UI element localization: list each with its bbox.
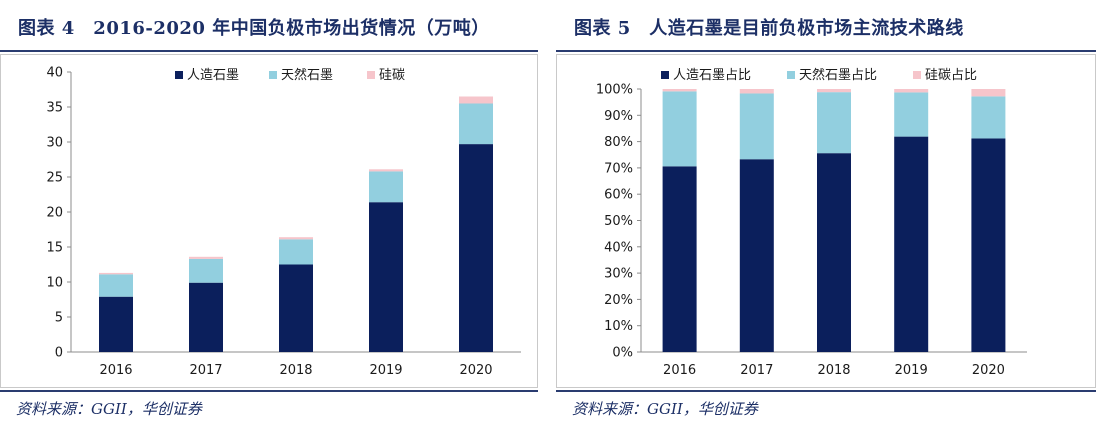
right-bar-2018-series-2	[817, 89, 851, 93]
left-bar-2018-series-0	[279, 264, 313, 352]
right-legend-swatch-0	[661, 71, 669, 79]
right-bar-2018-series-1	[817, 92, 851, 154]
figure-4-frame: 0 5 10 15 20 25 30 35 40 2016 2017 2018 2019 2020 人造石墨…	[0, 54, 538, 388]
left-legend-swatch-0	[175, 71, 183, 79]
right-bar-2016-series-1	[662, 91, 697, 167]
right-legend-swatch-2	[913, 71, 921, 79]
right-legend-swatch-1	[787, 71, 795, 79]
shipment-chart: 0 5 10 15 20 25 30 35 40 2016 2017 2018 2019 2020 人造石墨…	[46, 66, 521, 378]
right-bar-2017-series-0	[739, 159, 774, 352]
left-y-tick-label: 25	[46, 171, 63, 186]
right-bar-2020-series-2	[971, 89, 1006, 97]
right-y-tick-label: 50%	[604, 214, 633, 229]
right-bar-2019-series-1	[894, 92, 929, 137]
right-bar-2017-series-1	[739, 93, 774, 160]
right-y-tick-label: 80%	[604, 135, 633, 150]
left-legend-swatch-1	[269, 71, 277, 79]
left-bar-2020-series-0	[459, 144, 493, 352]
left-bar-2018-series-2	[279, 237, 313, 240]
figure-5-source: 资料来源：GGII，华创证券	[572, 400, 758, 418]
left-bar-2017-series-0	[189, 282, 223, 352]
right-y-tick-label: 60%	[604, 188, 633, 203]
left-y-tick-label: 10	[46, 276, 63, 291]
figure-5-title: 图表 5 人造石墨是目前负极市场主流技术路线	[574, 18, 964, 39]
left-y-tick-label: 15	[46, 241, 63, 256]
left-bar-2020-series-1	[459, 103, 493, 145]
left-bar-2016-series-0	[99, 296, 133, 352]
left-x-tick-label: 2020	[459, 363, 492, 378]
right-x-tick-label: 2016	[663, 363, 696, 378]
right-y-tick-label: 70%	[604, 161, 633, 176]
left-x-tick-label: 2019	[369, 363, 402, 378]
right-y-tick-label: 10%	[604, 319, 633, 334]
left-y-tick-label: 20	[46, 206, 63, 221]
left-legend-swatch-2	[367, 71, 375, 79]
right-bar-2018-series-0	[817, 153, 851, 352]
right-bar-2019-series-2	[894, 89, 929, 93]
right-y-tick-label: 30%	[604, 267, 633, 282]
figure-4-source: 资料来源：GGII，华创证券	[16, 400, 202, 418]
left-x-tick-label: 2018	[279, 363, 312, 378]
left-bar-2019-series-1	[369, 171, 403, 203]
right-x-tick-label: 2018	[817, 363, 850, 378]
figure-5-title-rule	[556, 50, 1096, 52]
left-bar-2016-series-2	[99, 272, 133, 275]
right-x-tick-label: 2017	[740, 363, 773, 378]
left-y-tick-label: 0	[55, 346, 63, 361]
right-bar-2020-series-1	[971, 96, 1006, 139]
left-y-tick-label: 5	[55, 311, 63, 326]
left-bar-2018-series-1	[279, 239, 313, 265]
left-legend-label-0: 人造石墨	[187, 68, 239, 83]
right-y-tick-label: 100%	[596, 83, 633, 98]
right-y-tick-label: 20%	[604, 293, 633, 308]
right-y-tick-label: 90%	[604, 109, 633, 124]
figure-5-bottom-rule	[556, 390, 1096, 392]
left-legend-label-2: 硅碳	[379, 68, 405, 83]
right-bar-2017-series-2	[739, 89, 774, 94]
right-bar-2016-series-0	[662, 166, 697, 352]
left-bar-2019-series-0	[369, 202, 403, 352]
left-x-tick-label: 2016	[99, 363, 132, 378]
right-bar-2020-series-0	[971, 138, 1006, 352]
left-y-tick-label: 30	[46, 136, 63, 151]
right-legend-label-2: 硅碳占比	[925, 68, 977, 83]
right-bar-2016-series-2	[662, 89, 697, 92]
right-x-tick-label: 2019	[895, 363, 928, 378]
left-y-tick-label: 35	[46, 101, 63, 116]
figure-5-frame: 0% 10% 20% 30% 40% 50% 60% 70% 80% 90% 100% 2016 201…	[556, 54, 1096, 388]
right-bar-2019-series-0	[894, 136, 929, 352]
right-y-tick-label: 40%	[604, 240, 633, 255]
figure-4-title: 图表 4 2016-2020 年中国负极市场出货情况（万吨）	[18, 18, 490, 39]
left-bar-2020-series-2	[459, 96, 493, 104]
right-y-tick-label: 0%	[612, 346, 633, 361]
left-bar-2019-series-2	[369, 169, 403, 172]
left-legend-label-1: 天然石墨	[281, 67, 333, 83]
figure-4-title-rule	[0, 50, 538, 52]
left-bar-2017-series-1	[189, 258, 223, 283]
left-bar-2016-series-1	[99, 274, 133, 297]
share-chart: 0% 10% 20% 30% 40% 50% 60% 70% 80% 90% 100% 2016 201…	[596, 67, 1027, 378]
left-x-tick-label: 2017	[189, 363, 222, 378]
right-legend-label-1: 天然石墨占比	[799, 67, 877, 83]
right-x-tick-label: 2020	[972, 363, 1005, 378]
left-bar-2017-series-2	[189, 256, 223, 259]
right-legend-label-0: 人造石墨占比	[673, 68, 751, 83]
figure-4-bottom-rule	[0, 390, 538, 392]
left-y-tick-label: 40	[46, 66, 63, 81]
